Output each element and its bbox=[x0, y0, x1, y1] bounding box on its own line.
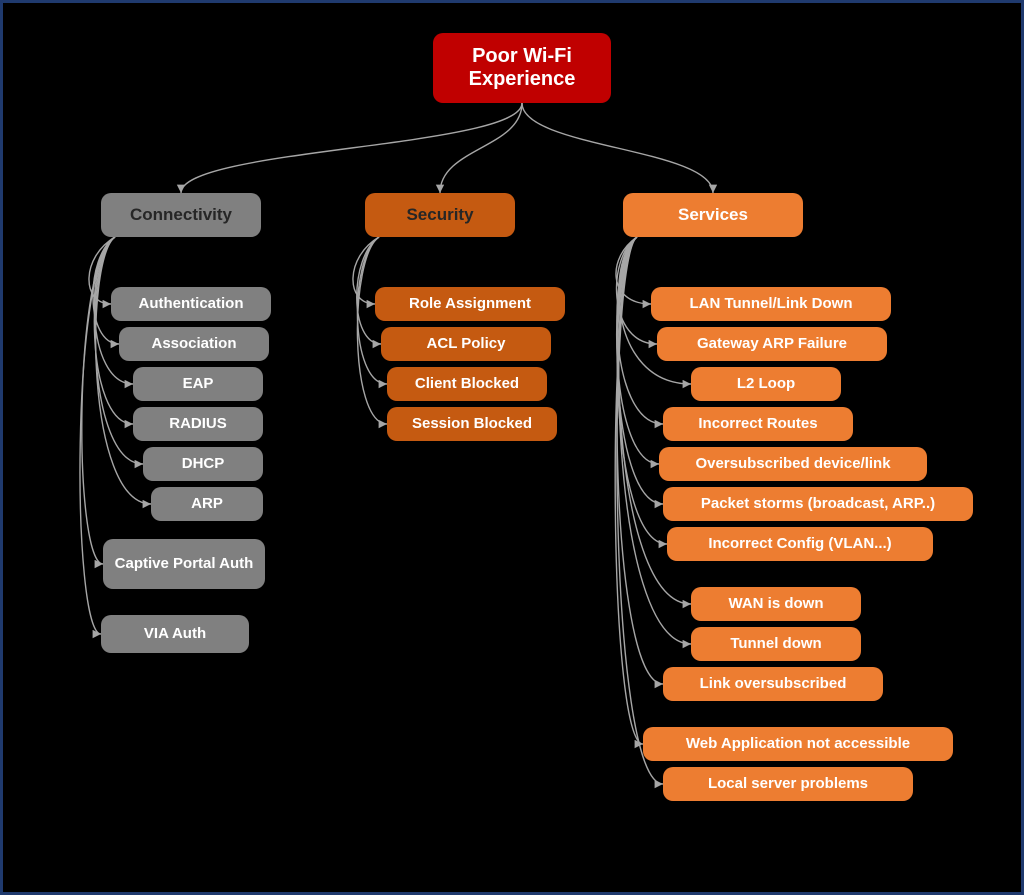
edge-root-services bbox=[522, 103, 713, 193]
node-label: Authentication bbox=[139, 295, 244, 312]
node-label: Poor Wi-Fi Experience bbox=[443, 45, 601, 91]
node-label: WAN is down bbox=[729, 595, 824, 612]
node-label: Link oversubscribed bbox=[700, 675, 847, 692]
node-label: RADIUS bbox=[169, 415, 227, 432]
edge-services-lan bbox=[616, 237, 651, 304]
node-eap: EAP bbox=[133, 367, 263, 401]
node-routes: Incorrect Routes bbox=[663, 407, 853, 441]
node-label: DHCP bbox=[182, 455, 225, 472]
edge-root-security bbox=[440, 103, 522, 193]
edge-services-config bbox=[617, 237, 667, 544]
edge-services-gwarp bbox=[617, 237, 657, 344]
edge-services-oversub bbox=[617, 237, 659, 464]
node-label: VIA Auth bbox=[144, 625, 206, 642]
node-label: LAN Tunnel/Link Down bbox=[689, 295, 852, 312]
node-label: Client Blocked bbox=[415, 375, 519, 392]
node-label: Gateway ARP Failure bbox=[697, 335, 847, 352]
node-services: Services bbox=[623, 193, 803, 237]
node-cblocked: Client Blocked bbox=[387, 367, 547, 401]
edge-connectivity-captive bbox=[82, 237, 115, 564]
edge-services-routes bbox=[617, 237, 663, 424]
node-lan: LAN Tunnel/Link Down bbox=[651, 287, 891, 321]
node-arp: ARP bbox=[151, 487, 263, 521]
node-label: Oversubscribed device/link bbox=[695, 455, 890, 472]
node-label: Incorrect Config (VLAN...) bbox=[708, 535, 891, 552]
node-radius: RADIUS bbox=[133, 407, 263, 441]
node-label: Web Application not accessible bbox=[686, 735, 910, 752]
edge-services-packet bbox=[617, 237, 663, 504]
node-label: Association bbox=[151, 335, 236, 352]
node-captive: Captive Portal Auth bbox=[103, 539, 265, 589]
node-label: Local server problems bbox=[708, 775, 868, 792]
node-tunnel: Tunnel down bbox=[691, 627, 861, 661]
node-security: Security bbox=[365, 193, 515, 237]
node-wan: WAN is down bbox=[691, 587, 861, 621]
node-config: Incorrect Config (VLAN...) bbox=[667, 527, 933, 561]
node-l2: L2 Loop bbox=[691, 367, 841, 401]
node-label: Captive Portal Auth bbox=[115, 555, 254, 572]
node-root: Poor Wi-Fi Experience bbox=[433, 33, 611, 103]
node-label: Security bbox=[406, 205, 473, 225]
node-label: Role Assignment bbox=[409, 295, 531, 312]
node-localsrv: Local server problems bbox=[663, 767, 913, 801]
node-dhcp: DHCP bbox=[143, 447, 263, 481]
node-label: EAP bbox=[183, 375, 214, 392]
node-auth: Authentication bbox=[111, 287, 271, 321]
node-label: Connectivity bbox=[130, 205, 232, 225]
node-via: VIA Auth bbox=[101, 615, 249, 653]
node-label: Tunnel down bbox=[730, 635, 821, 652]
diagram-canvas: Poor Wi-Fi Experience Connectivity Securit… bbox=[0, 0, 1024, 895]
node-packet: Packet storms (broadcast, ARP..) bbox=[663, 487, 973, 521]
node-webapp: Web Application not accessible bbox=[643, 727, 953, 761]
node-link: Link oversubscribed bbox=[663, 667, 883, 701]
node-oversub: Oversubscribed device/link bbox=[659, 447, 927, 481]
node-gwarp: Gateway ARP Failure bbox=[657, 327, 887, 361]
node-label: Incorrect Routes bbox=[698, 415, 817, 432]
node-connectivity: Connectivity bbox=[101, 193, 261, 237]
node-assoc: Association bbox=[119, 327, 269, 361]
edge-services-webapp bbox=[615, 237, 643, 744]
node-role: Role Assignment bbox=[375, 287, 565, 321]
node-label: Session Blocked bbox=[412, 415, 532, 432]
node-sblocked: Session Blocked bbox=[387, 407, 557, 441]
node-label: Packet storms (broadcast, ARP..) bbox=[701, 495, 935, 512]
node-label: ACL Policy bbox=[427, 335, 506, 352]
node-label: ARP bbox=[191, 495, 223, 512]
node-label: L2 Loop bbox=[737, 375, 795, 392]
edge-root-connectivity bbox=[181, 103, 522, 193]
node-acl: ACL Policy bbox=[381, 327, 551, 361]
node-label: Services bbox=[678, 205, 748, 225]
